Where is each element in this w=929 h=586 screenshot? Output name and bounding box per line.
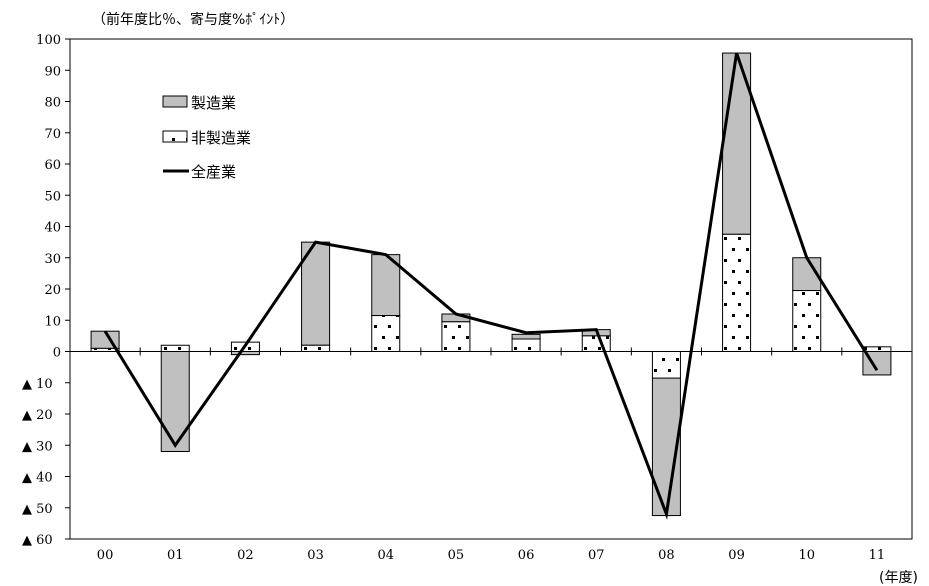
bar-non-manufacturing [301, 344, 331, 352]
legend-label: 製造業 [191, 94, 236, 112]
bar-manufacturing [511, 333, 541, 340]
y-tick-label: 20 [44, 283, 61, 298]
bar-non-manufacturing [581, 335, 611, 352]
bar-non-manufacturing [441, 321, 471, 352]
y-tick-label: 70 [44, 127, 61, 142]
y-tick-label: 90 [44, 64, 61, 79]
y-tick-label: ▲ 60 [22, 533, 53, 548]
x-tick-label: 09 [728, 548, 745, 563]
bar-non-manufacturing [792, 290, 822, 352]
x-axis-unit: (年度) [879, 570, 918, 586]
bar-non-manufacturing [160, 344, 190, 352]
x-tick-label: 10 [798, 548, 815, 563]
bar-manufacturing [792, 257, 822, 292]
y-tick-label: ▲ 20 [22, 408, 53, 423]
bar-manufacturing [301, 241, 331, 346]
x-tick-label: 02 [237, 548, 254, 563]
legend-label: 非製造業 [191, 129, 251, 147]
bar-non-manufacturing [511, 338, 541, 352]
plot-frame [69, 38, 913, 540]
y-tick-label: ▲ 10 [22, 377, 53, 392]
bar-non-manufacturing [371, 315, 401, 352]
x-tick-label: 01 [167, 548, 184, 563]
y-tick-label: 60 [44, 158, 61, 173]
y-tick-label: 80 [44, 96, 61, 111]
legend-label: 全産業 [191, 163, 236, 181]
bar-non-manufacturing [862, 346, 892, 352]
y-tick-label: 10 [44, 314, 61, 329]
x-tick-label: 03 [307, 548, 324, 563]
x-tick-label: 07 [588, 548, 605, 563]
y-tick-label: 100 [36, 33, 61, 48]
x-tick-label: 06 [518, 548, 535, 563]
y-tick-label: ▲ 40 [22, 471, 53, 486]
y-tick-label: 0 [53, 346, 61, 361]
bar-non-manufacturing [90, 347, 120, 352]
legend-swatch-non-manufacturing [162, 130, 188, 143]
x-tick-label: 00 [97, 548, 114, 563]
bar-non-manufacturing [722, 233, 752, 352]
bar-manufacturing [371, 254, 401, 317]
y-tick-label: 40 [44, 221, 61, 236]
x-tick-label: 08 [658, 548, 675, 563]
y-tick-label: ▲ 30 [22, 439, 53, 454]
units-note: （前年度比％、寄与度%ﾎﾟｲﾝﾄ） [92, 11, 294, 28]
x-tick-label: 05 [448, 548, 465, 563]
bar-manufacturing [160, 351, 190, 452]
line-all-industries [103, 52, 879, 520]
x-tick-label: 11 [869, 548, 886, 563]
y-tick-label: ▲ 50 [22, 502, 53, 517]
bar-non-manufacturing [651, 351, 681, 379]
y-tick-label: 30 [44, 252, 61, 267]
legend-swatch-manufacturing [162, 95, 188, 108]
y-tick-label: 50 [44, 189, 61, 204]
x-tick-label: 04 [377, 548, 394, 563]
